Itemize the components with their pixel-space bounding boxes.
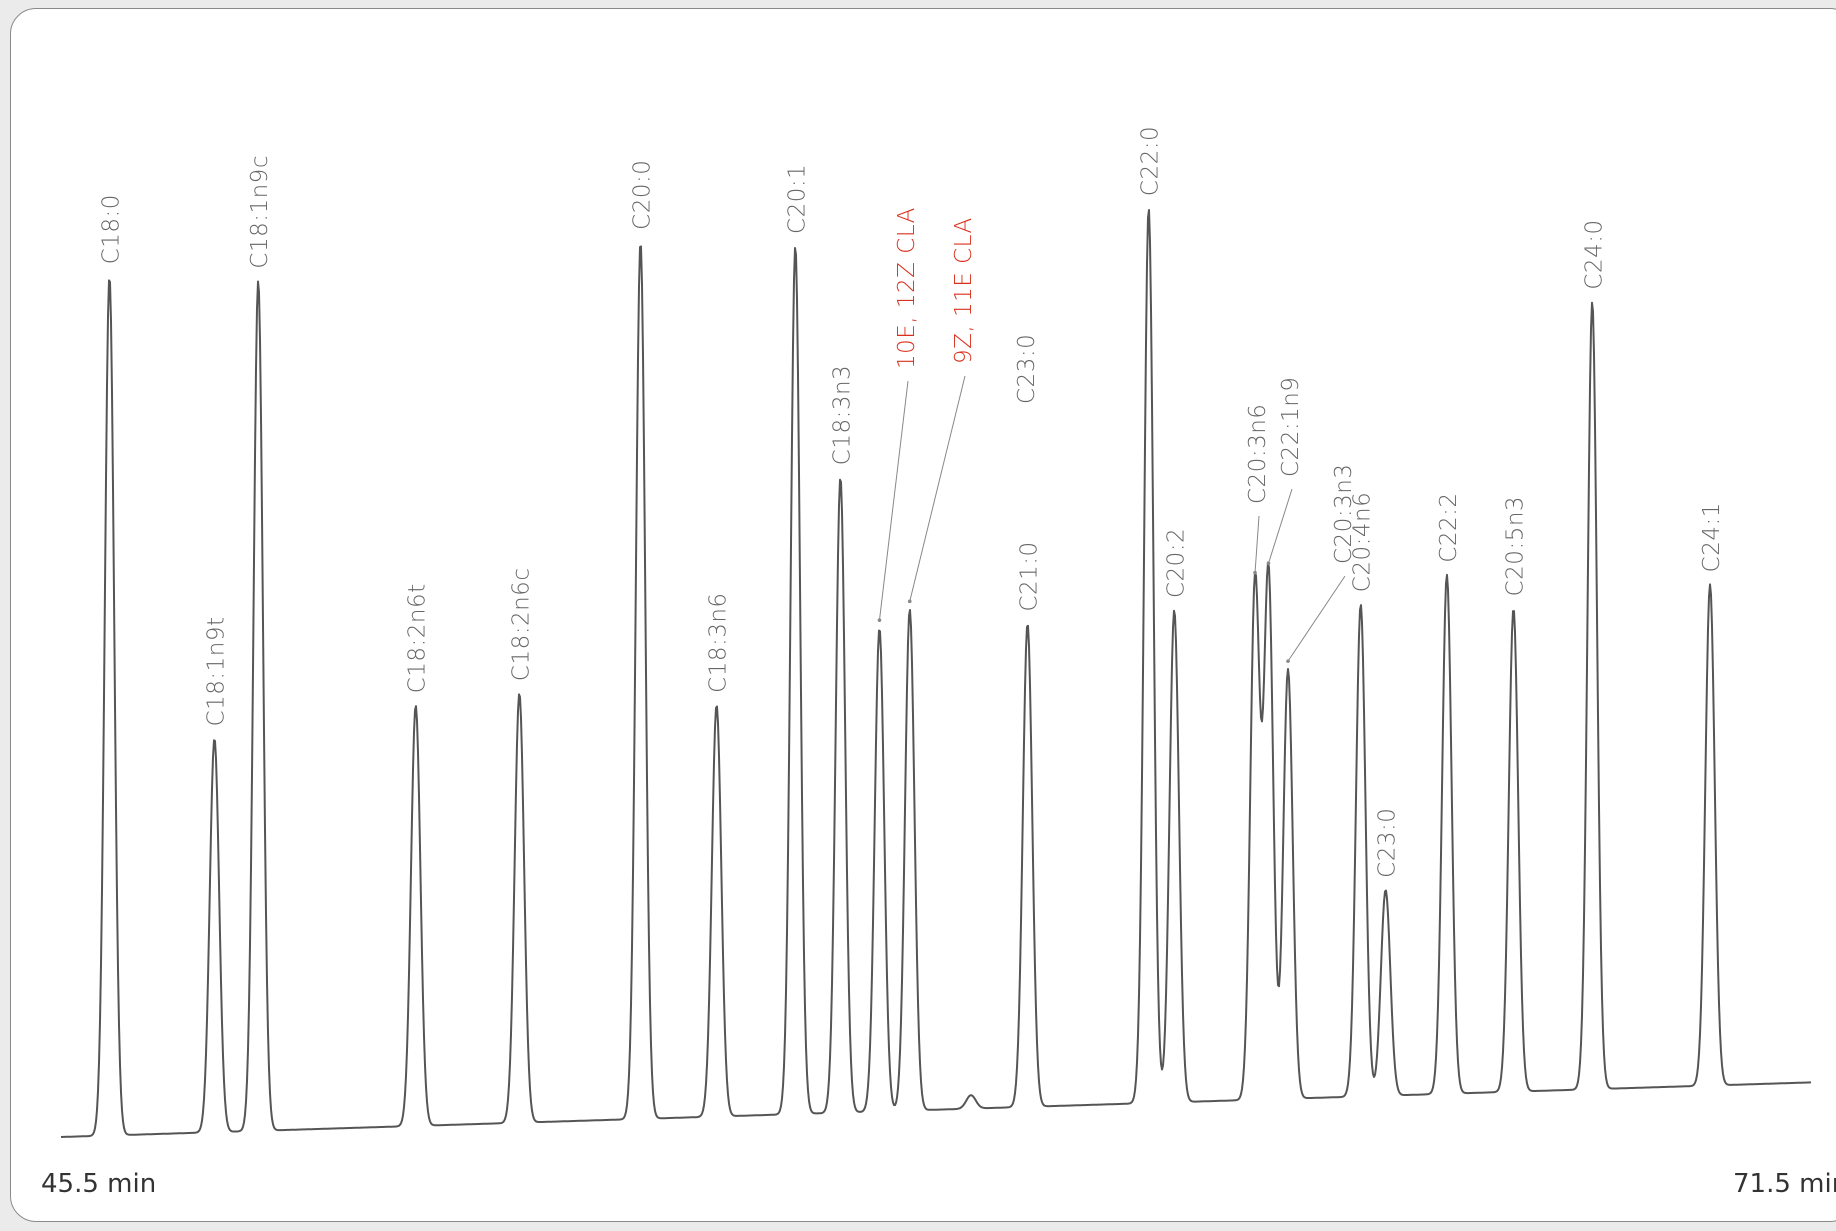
peak-label: C18:1n9t (203, 616, 229, 726)
peak-leader-line (1254, 515, 1260, 573)
peak-label: C18:1n9c (247, 155, 273, 269)
peak-leader-dot (1286, 659, 1290, 663)
chromatogram-trace (61, 209, 1811, 1138)
x-axis-start-label: 45.5 min (41, 1169, 157, 1199)
peak-label: C23:0 (1375, 808, 1401, 878)
peak-label: C20:2 (1163, 528, 1189, 598)
peak-label: C18:2n6c (508, 568, 534, 682)
peak-label: C18:0 (98, 194, 124, 264)
peak-label: 10E, 12Z CLA (894, 207, 920, 369)
peak-label: C20:5n3 (1503, 496, 1529, 596)
peak-label: C21:0 (1017, 541, 1043, 611)
peak-label: C20:3n6 (1245, 404, 1271, 504)
peak-label: C24:1 (1699, 502, 1725, 572)
x-axis-end-label: 71.5 min (1733, 1169, 1836, 1199)
peak-label: C18:3n3 (829, 365, 855, 465)
peak-label: C20:4n6 (1350, 492, 1376, 592)
peak-leader-dot (1266, 561, 1271, 566)
peak-leader-line (1287, 575, 1346, 662)
peak-label: C20:3n3 (1331, 464, 1357, 564)
peak-label: C22:1n9 (1278, 377, 1304, 477)
peak-label: C20:1 (784, 164, 810, 234)
peak-label: C24:0 (1581, 219, 1607, 289)
peak-leader-line (878, 380, 909, 621)
chromatogram: C18:0 C18:1n9t C18:1n9c C18:2n6t C18:2n6c C20… (61, 126, 1811, 1138)
peak-leader-dot (907, 599, 912, 604)
chart-panel: C18:0 C18:1n9t C18:1n9c C18:2n6t C18:2n6c C20… (10, 8, 1836, 1222)
trace-layer (61, 209, 1811, 1138)
peak-leader-line (909, 375, 966, 602)
leader-layer (877, 375, 1346, 663)
peak-leader-line (1268, 488, 1293, 564)
label-layer: C18:0 C18:1n9t C18:1n9c C18:2n6t C18:2n6c C20… (98, 126, 1725, 878)
peak-label: C18:3n6 (706, 592, 732, 692)
peak-label: C18:2n6t (405, 583, 431, 693)
peak-label: C22:0 (1138, 126, 1164, 196)
peak-label: C22:2 (1436, 492, 1462, 562)
peak-label: 9Z, 11E CLA (951, 217, 977, 364)
peak-label: C23:0 (1014, 334, 1040, 404)
peak-label: C20:0 (630, 160, 656, 230)
peak-leader-dot (877, 618, 882, 622)
peak-leader-dot (1253, 570, 1257, 575)
